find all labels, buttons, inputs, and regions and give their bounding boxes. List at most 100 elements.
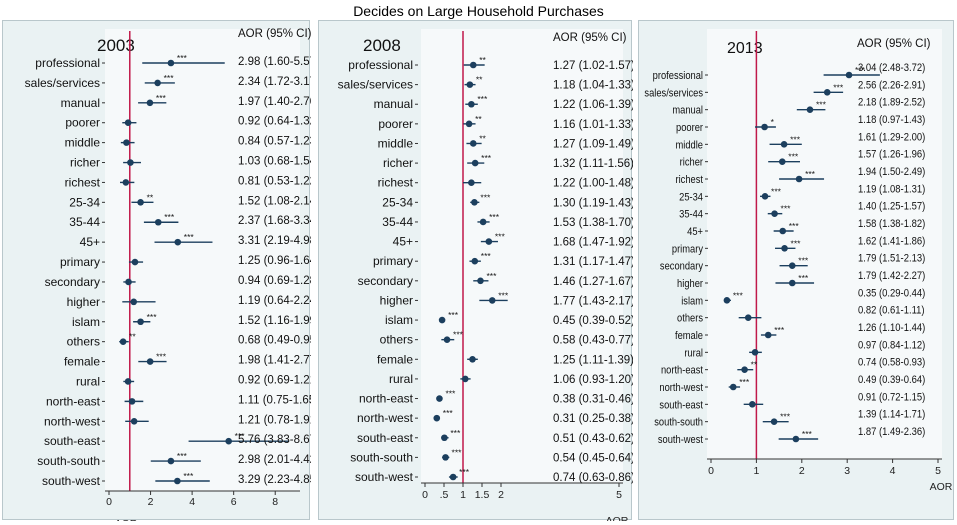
category-label: north-east bbox=[359, 392, 414, 406]
ci-value-label: 2.98 (2.01-4.42) bbox=[238, 454, 311, 466]
x-tick-label: 4 bbox=[189, 496, 195, 508]
point-estimate bbox=[130, 417, 138, 425]
significance-stars: *** bbox=[453, 330, 464, 340]
point-estimate bbox=[167, 59, 175, 67]
ci-header: AOR (95% CI) bbox=[857, 38, 931, 50]
point-estimate bbox=[146, 358, 154, 365]
point-estimate bbox=[442, 454, 449, 461]
ci-value-label: 0.45 (0.39-0.52) bbox=[553, 315, 633, 327]
point-estimate bbox=[761, 123, 768, 131]
category-label: north-east bbox=[661, 365, 703, 377]
point-estimate bbox=[119, 338, 127, 345]
category-label: middle bbox=[676, 140, 704, 152]
ci-value-label: 0.84 (0.57-1.23) bbox=[238, 136, 311, 148]
plot-area bbox=[421, 29, 623, 483]
ci-value-label: 1.87 (1.49-2.36) bbox=[858, 426, 925, 438]
point-estimate bbox=[778, 158, 786, 165]
x-tick-label: 6 bbox=[231, 496, 237, 508]
point-estimate bbox=[780, 141, 788, 148]
ci-value-label: 1.31 (1.17-1.47) bbox=[553, 256, 633, 268]
point-estimate bbox=[723, 297, 731, 304]
ci-value-label: 0.92 (0.64-1.32) bbox=[238, 116, 311, 128]
ci-value-label: 1.39 (1.14-1.71) bbox=[858, 409, 925, 421]
ci-value-label: 1.18 (0.97-1.43) bbox=[858, 114, 925, 126]
ci-value-label: 1.77 (1.43-2.17) bbox=[553, 295, 633, 307]
significance-stars: ** bbox=[479, 133, 486, 143]
category-label: richest bbox=[676, 174, 704, 186]
category-label: islam bbox=[72, 315, 100, 329]
ci-value-label: 1.21 (0.78-1.91) bbox=[238, 414, 311, 426]
category-label: female bbox=[675, 330, 703, 342]
category-label: sales/services bbox=[25, 76, 100, 90]
ci-value-label: 0.49 (0.39-0.64) bbox=[858, 374, 925, 386]
ci-value-label: 1.30 (1.19-1.43) bbox=[553, 197, 633, 209]
category-label: others bbox=[380, 333, 413, 347]
significance-stars: *** bbox=[477, 94, 488, 104]
x-tick-label: 5 bbox=[935, 465, 941, 477]
category-label: primary bbox=[672, 244, 704, 256]
point-estimate bbox=[127, 159, 134, 166]
significance-stars: *** bbox=[450, 428, 461, 438]
category-label: south-east bbox=[659, 400, 703, 412]
category-label: poorer bbox=[65, 116, 100, 130]
ci-value-label: 1.52 (1.08-2.14) bbox=[238, 195, 311, 207]
category-label: rural bbox=[389, 372, 413, 386]
point-estimate bbox=[845, 71, 853, 79]
significance-stars: ** bbox=[479, 55, 486, 65]
category-label: south-west bbox=[658, 434, 703, 446]
category-label: north-west bbox=[44, 414, 101, 428]
ci-value-label: 0.68 (0.49-0.95) bbox=[238, 335, 311, 347]
ci-value-label: 3.31 (2.19-4.98) bbox=[238, 235, 311, 247]
ci-value-label: 1.11 (0.75-1.65) bbox=[238, 394, 311, 406]
category-label: higher bbox=[677, 278, 703, 290]
category-label: female bbox=[64, 355, 100, 369]
category-label: professional bbox=[35, 56, 100, 70]
point-estimate bbox=[137, 318, 144, 326]
category-label: 25-34 bbox=[679, 192, 703, 204]
forest-panel-2008: 2008 AOR (95% CI) 0 .5 1 1.5 2 5 AOR professional… bbox=[318, 20, 633, 521]
point-estimate bbox=[125, 278, 132, 286]
category-label: 25-34 bbox=[69, 195, 100, 209]
ci-value-label: 0.92 (0.69-1.21) bbox=[238, 374, 311, 386]
significance-stars: *** bbox=[489, 212, 500, 222]
category-label: south-west bbox=[42, 474, 101, 488]
x-tick-label: 1.5 bbox=[475, 489, 490, 501]
ci-value-label: 1.79 (1.51-2.13) bbox=[858, 253, 925, 265]
panel-title: 2003 bbox=[97, 36, 135, 55]
category-label: 45+ bbox=[687, 226, 703, 238]
ci-value-label: 1.19 (0.64-2.24) bbox=[238, 295, 311, 307]
point-estimate bbox=[779, 227, 787, 235]
category-label: primary bbox=[373, 254, 413, 268]
significance-stars: *** bbox=[798, 273, 809, 283]
category-label: south-south bbox=[37, 454, 100, 468]
point-estimate bbox=[771, 210, 778, 217]
category-label: south-east bbox=[44, 434, 101, 448]
category-label: 25-34 bbox=[382, 195, 413, 209]
point-estimate bbox=[761, 193, 769, 200]
point-estimate bbox=[174, 477, 181, 485]
significance-stars: *** bbox=[448, 310, 459, 320]
ci-value-label: 0.51 (0.43-0.62) bbox=[553, 433, 633, 445]
category-label: manual bbox=[672, 105, 703, 117]
x-tick-label: 1 bbox=[460, 489, 466, 501]
significance-stars: *** bbox=[164, 212, 175, 222]
category-label: south-west bbox=[355, 470, 414, 484]
ci-value-label: 1.22 (1.06-1.39) bbox=[553, 99, 633, 111]
ci-value-label: 1.58 (1.38-1.82) bbox=[858, 218, 925, 230]
significance-stars: ** bbox=[475, 114, 482, 124]
category-label: north-west bbox=[659, 382, 703, 394]
point-estimate bbox=[225, 437, 232, 445]
significance-stars: *** bbox=[802, 429, 813, 439]
ci-value-label: 1.25 (1.11-1.39) bbox=[553, 354, 633, 366]
ci-value-label: 1.16 (1.01-1.33) bbox=[553, 119, 633, 131]
point-estimate bbox=[806, 106, 814, 113]
significance-stars: *** bbox=[774, 325, 785, 335]
category-label: higher bbox=[380, 293, 413, 307]
point-estimate bbox=[469, 61, 477, 69]
forest-plot-2013: 2013 AOR (95% CI)0 1 2 3 4 5AORprofessional***… bbox=[644, 29, 953, 493]
point-estimate bbox=[749, 401, 756, 408]
point-estimate bbox=[468, 179, 475, 187]
category-label: primary bbox=[60, 255, 100, 269]
category-label: secondary bbox=[660, 261, 704, 273]
ci-value-label: 5.76 (3.83-8.67) bbox=[238, 434, 311, 446]
